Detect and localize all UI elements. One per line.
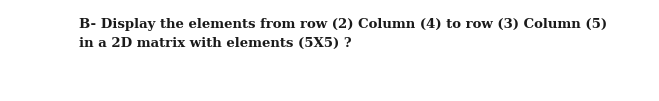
Text: B- Display the elements from row (2) Column (4) to row (3) Column (5)
in a 2D ma: B- Display the elements from row (2) Col… — [79, 18, 607, 50]
